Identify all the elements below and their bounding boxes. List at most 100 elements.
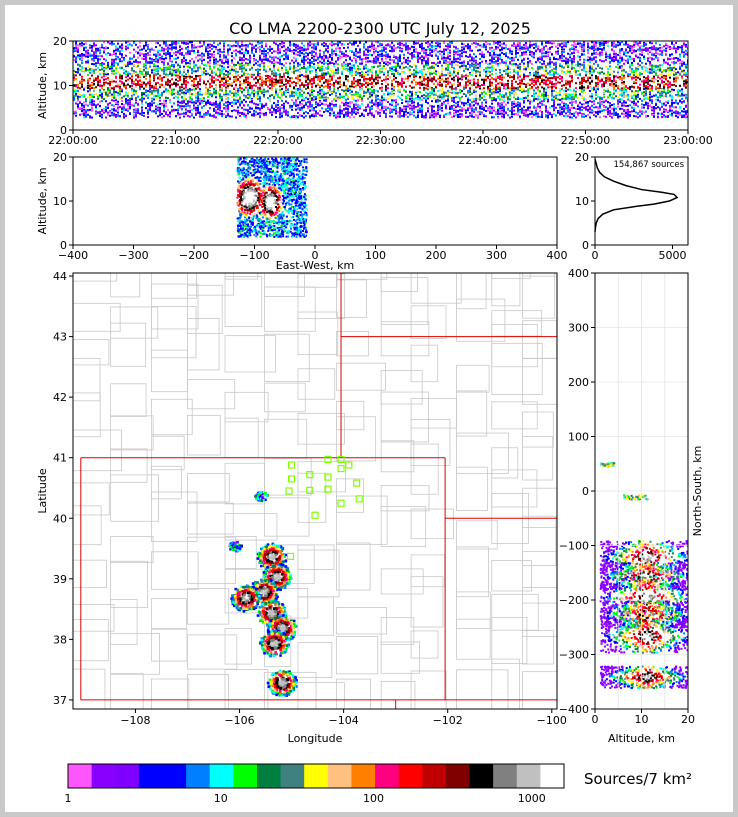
time-height-cell	[377, 76, 379, 79]
time-height-cell	[101, 64, 103, 67]
time-height-cell	[125, 54, 127, 57]
time-height-cell	[277, 73, 279, 76]
time-height-cell	[261, 84, 263, 87]
time-height-cell	[205, 113, 207, 116]
time-height-cell	[331, 109, 333, 112]
time-height-cell	[321, 58, 323, 61]
time-height-cell	[391, 72, 393, 75]
time-height-cell	[287, 88, 289, 91]
time-height-cell	[239, 81, 241, 84]
time-height-cell	[319, 78, 321, 81]
time-height-cell	[137, 83, 139, 86]
time-height-cell	[373, 85, 375, 88]
time-height-cell	[347, 79, 349, 82]
time-height-cell	[313, 95, 315, 98]
time-height-cell	[351, 113, 353, 116]
time-height-cell	[81, 67, 83, 70]
time-height-cell	[83, 67, 85, 70]
time-height-cell	[339, 112, 341, 115]
time-height-cell	[187, 102, 189, 105]
time-height-cell	[165, 83, 167, 86]
time-height-cell	[181, 91, 183, 94]
time-height-cell	[259, 55, 261, 58]
time-height-cell	[377, 51, 379, 54]
time-height-cell	[329, 88, 331, 91]
time-height-cell	[215, 84, 217, 87]
time-height-cell	[197, 75, 199, 78]
time-height-cell	[297, 53, 299, 56]
time-height-cell	[285, 86, 287, 89]
time-height-cell	[305, 110, 307, 113]
time-height-cell	[105, 91, 107, 94]
time-height-cell	[351, 110, 353, 113]
time-height-cell	[235, 54, 237, 57]
time-height-cell	[209, 57, 211, 60]
time-height-cell	[413, 104, 415, 107]
time-height-cell	[139, 54, 141, 57]
time-height-cell	[209, 67, 211, 70]
time-height-cell	[369, 69, 371, 72]
time-height-cell	[321, 74, 323, 77]
time-height-cell	[407, 103, 409, 106]
time-height-cell	[99, 89, 101, 92]
time-height-cell	[157, 70, 159, 73]
time-height-cell	[207, 90, 209, 93]
time-height-cell	[191, 108, 193, 111]
time-height-cell	[413, 54, 415, 57]
time-height-cell	[397, 90, 399, 93]
time-height-cell	[103, 81, 105, 84]
time-height-cell	[97, 81, 99, 84]
time-height-cell	[291, 92, 293, 95]
time-height-cell	[99, 81, 101, 84]
time-height-cell	[385, 78, 387, 81]
time-height-cell	[297, 69, 299, 72]
time-height-cell	[359, 88, 361, 91]
time-height-cell	[143, 74, 145, 77]
time-height-cell	[81, 62, 83, 65]
time-height-cell	[311, 65, 313, 68]
time-height-cell	[415, 42, 417, 45]
time-height-cell	[297, 62, 299, 65]
time-height-cell	[101, 46, 103, 49]
time-height-cell	[407, 75, 409, 78]
time-height-cell	[203, 71, 205, 74]
time-height-cell	[217, 113, 219, 116]
time-height-cell	[371, 59, 373, 62]
time-height-cell	[85, 86, 87, 89]
time-height-cell	[427, 59, 429, 62]
time-height-cell	[331, 78, 333, 81]
time-height-cell	[253, 47, 255, 50]
time-height-cell	[117, 103, 119, 106]
time-height-cell	[309, 64, 311, 67]
time-height-cell	[427, 94, 429, 97]
time-height-cell	[415, 116, 417, 119]
time-height-cell	[231, 95, 233, 98]
time-height-cell	[309, 79, 311, 82]
time-height-cell	[281, 112, 283, 115]
time-height-cell	[159, 78, 161, 81]
time-height-cell	[391, 70, 393, 73]
time-height-cell	[389, 67, 391, 70]
time-height-cell	[279, 85, 281, 88]
time-height-cell	[391, 110, 393, 113]
time-height-cell	[145, 83, 147, 86]
time-height-cell	[423, 83, 425, 86]
time-height-cell	[219, 50, 221, 53]
time-height-cell	[185, 59, 187, 62]
time-height-cell	[193, 116, 195, 119]
time-height-cell	[229, 115, 231, 118]
time-height-cell	[239, 67, 241, 70]
time-height-cell	[279, 79, 281, 82]
time-height-cell	[223, 62, 225, 65]
time-height-cell	[239, 52, 241, 55]
time-height-cell	[91, 100, 93, 103]
time-height-cell	[345, 87, 347, 90]
time-height-cell	[151, 90, 153, 93]
time-height-cell	[275, 111, 277, 114]
time-height-cell	[315, 43, 317, 46]
time-height-cell	[221, 115, 223, 118]
time-height-cell	[121, 49, 123, 52]
time-height-cell	[317, 61, 319, 64]
time-height-cell	[189, 75, 191, 78]
time-height-cell	[429, 73, 431, 76]
